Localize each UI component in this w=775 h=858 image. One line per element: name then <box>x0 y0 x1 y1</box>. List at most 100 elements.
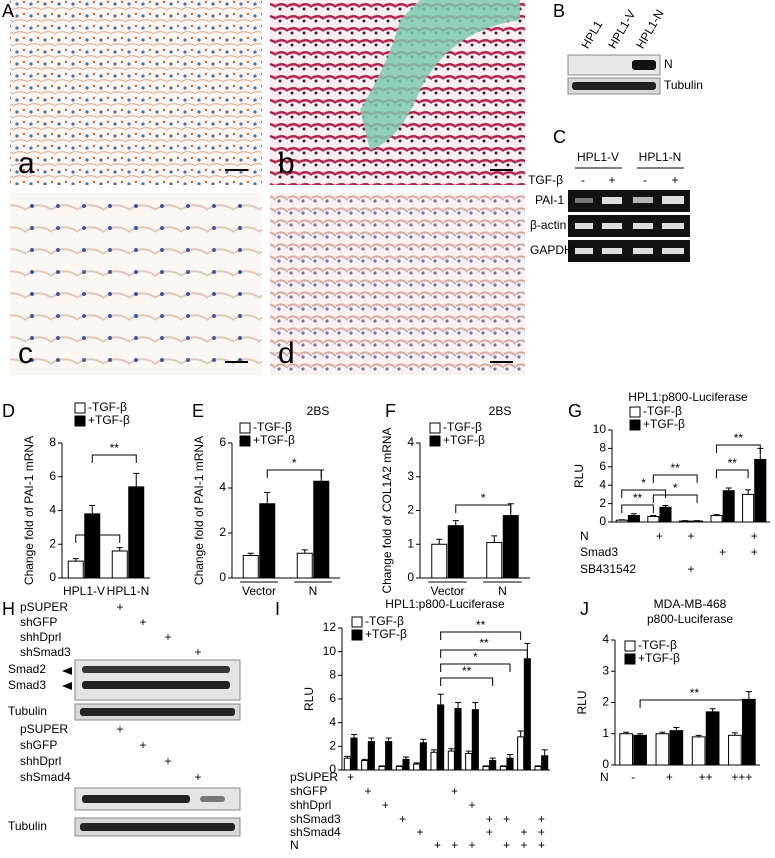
condition-label: N <box>580 529 589 543</box>
condition-label: shSmad4 <box>290 825 341 839</box>
bar <box>692 521 703 522</box>
condition-mark: + <box>434 838 441 852</box>
error-bar <box>302 550 308 553</box>
significance-label: ** <box>462 664 472 678</box>
group-label: HPL1-V <box>577 150 619 164</box>
band <box>82 681 230 689</box>
condition-mark: + <box>751 545 758 559</box>
sign: - <box>643 173 647 187</box>
bar <box>535 766 541 770</box>
y-tick-label: 0 <box>219 570 226 584</box>
bar <box>711 516 722 522</box>
significance-label: ** <box>479 636 489 650</box>
micrograph <box>270 193 525 375</box>
significance-bracket <box>717 445 761 453</box>
bar <box>628 516 639 522</box>
bar <box>755 459 766 522</box>
condition-label: shGFP <box>20 738 57 752</box>
legend-label: -TGF-β <box>443 420 482 434</box>
bar <box>524 659 530 770</box>
significance-bracket <box>267 470 321 478</box>
bar <box>438 705 444 770</box>
y-tick-label: 10 <box>593 422 607 436</box>
condition-mark: + <box>399 812 406 826</box>
bar <box>634 735 647 765</box>
micrograph-label: b <box>278 147 295 180</box>
bar <box>706 712 719 765</box>
y-tick-label: 2 <box>49 536 56 550</box>
significance-bracket <box>441 678 493 686</box>
y-tick-label: 8 <box>329 668 336 682</box>
legend-swatch <box>430 423 440 433</box>
x-tick-label: HPL1-N <box>107 584 150 598</box>
y-tick-label: 0 <box>407 570 414 584</box>
y-tick-label: 3 <box>407 469 414 483</box>
condition-mark: + <box>538 825 545 839</box>
condition-mark: + <box>164 754 171 768</box>
bar <box>743 699 756 765</box>
bar <box>368 742 374 770</box>
bar <box>500 766 506 770</box>
band-label: Smad2 <box>8 662 46 676</box>
condition-mark: + <box>656 529 663 543</box>
bar <box>490 761 496 770</box>
group-label: HPL1-N <box>639 150 682 164</box>
significance-bracket <box>717 470 749 478</box>
bar <box>660 507 671 522</box>
bar <box>386 742 392 770</box>
condition-label: pSUPER <box>20 722 68 736</box>
legend-swatch <box>352 630 362 640</box>
significance-bracket <box>92 455 136 463</box>
bar <box>112 551 127 578</box>
condition-label: N <box>290 838 299 852</box>
treatment-label: TGF-β <box>528 173 563 187</box>
y-axis-label: RLU <box>572 464 586 488</box>
x-tick-label: Vector <box>430 584 464 598</box>
condition-mark: + <box>520 838 527 852</box>
condition-label: N <box>600 770 609 784</box>
condition-label: shGFP <box>20 615 57 629</box>
legend-swatch <box>240 436 250 446</box>
y-tick-label: 12 <box>323 620 337 634</box>
panel-label: J <box>580 599 589 619</box>
legend-label: -TGF-β <box>253 420 292 434</box>
legend-label: +TGF-β <box>365 627 407 641</box>
error-bar <box>420 739 426 743</box>
y-tick-label: 6 <box>49 469 56 483</box>
error-bar <box>542 750 548 756</box>
bar <box>466 753 472 770</box>
micrograph-label: c <box>18 337 33 370</box>
condition-label: SB431542 <box>580 562 636 576</box>
condition-mark: + <box>520 825 527 839</box>
significance-bracket <box>456 505 511 513</box>
legend-label: -TGF-β <box>88 400 127 414</box>
condition-label: pSUPER <box>20 600 68 614</box>
legend-swatch <box>625 641 635 651</box>
y-tick-label: 1 <box>407 536 414 550</box>
condition-mark: +++ <box>731 770 752 784</box>
y-tick-label: 2 <box>329 739 336 753</box>
panel-label: F <box>385 401 396 421</box>
significance-label: ** <box>633 491 643 505</box>
legend-label: -TGF-β <box>643 404 682 418</box>
bar <box>420 743 426 770</box>
significance-bracket <box>653 495 697 503</box>
panel-label: A <box>2 1 14 21</box>
condition-label: Smad3 <box>580 545 618 559</box>
significance-bracket <box>622 505 654 513</box>
legend-swatch <box>630 407 640 417</box>
micrograph <box>10 193 262 375</box>
condition-mark: + <box>116 600 123 614</box>
band-label: Tubulin <box>664 78 703 92</box>
condition-label: shhDprl <box>20 754 61 768</box>
panel-label: G <box>568 401 582 421</box>
significance-bracket <box>441 650 528 658</box>
condition-mark: + <box>486 825 493 839</box>
y-axis-label: RLU <box>302 687 316 711</box>
blot-c: HPL1-V HPL1-N TGF-β - + - + PAI-1 β-acti… <box>528 150 690 262</box>
bar <box>743 494 754 522</box>
error-bar <box>386 738 392 742</box>
error-bar <box>351 735 357 739</box>
significance-label: * <box>641 476 646 490</box>
bar <box>503 516 518 578</box>
